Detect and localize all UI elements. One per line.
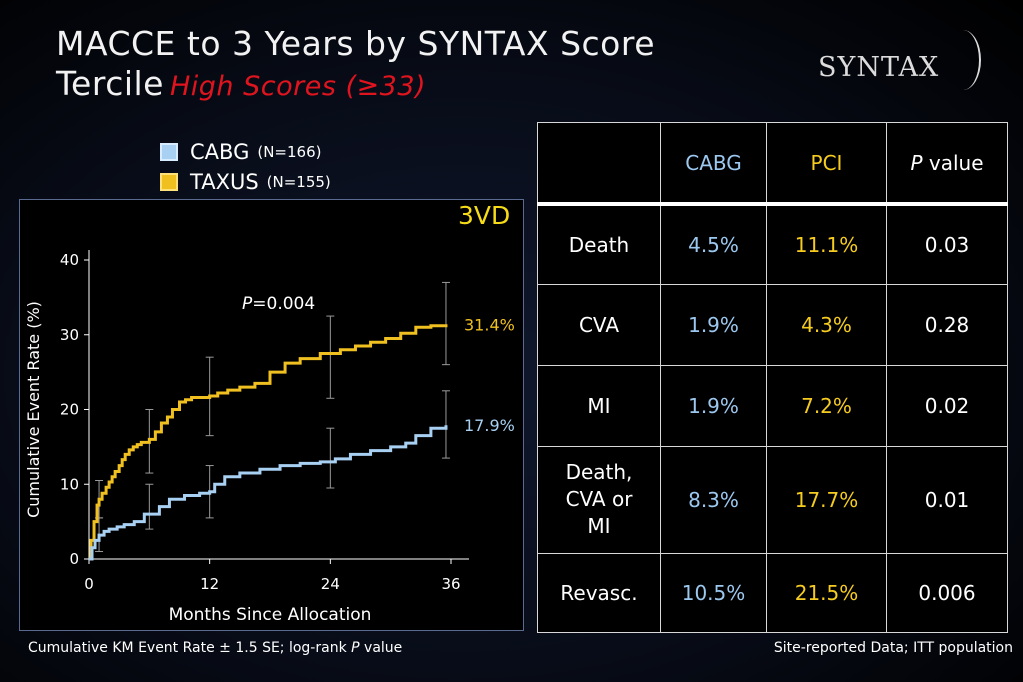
table-row: Death, CVA or MI 8.3% 17.7% 0.01 xyxy=(537,445,1008,554)
y-tick-label: 10 xyxy=(60,475,79,493)
y-tick-label: 40 xyxy=(60,251,79,269)
x-tick-label: 0 xyxy=(84,575,94,593)
row-label-line: Death, xyxy=(565,460,633,484)
p-value: 0.006 xyxy=(886,552,1008,633)
pci-value: 11.1% xyxy=(766,203,887,285)
header-pci: PCI xyxy=(766,122,887,206)
x-tick-label: 36 xyxy=(441,575,460,593)
syntax-logo: SYNTAX xyxy=(818,52,940,83)
chart-panel: 0 10 20 30 40 0 12 24 36 Months Since Allocation C… xyxy=(19,199,524,631)
legend-item-taxus: TAXUS (N=155) xyxy=(160,167,331,197)
cabg-value: 8.3% xyxy=(660,445,767,554)
row-label-line: CVA or xyxy=(565,487,633,511)
title-tercile: Tercile xyxy=(56,64,164,103)
p-value-annotation: P=0.004 xyxy=(242,294,315,314)
series-line-taxus xyxy=(89,324,448,561)
footer-note-b: value xyxy=(359,640,403,656)
footer-note-a: Cumulative KM Event Rate ± 1.5 SE; log-r… xyxy=(28,640,352,656)
row-label: MI xyxy=(537,364,661,447)
p-value: 0.03 xyxy=(886,203,1008,285)
footer-note: Cumulative KM Event Rate ± 1.5 SE; log-r… xyxy=(28,640,402,656)
y-axis-label: Cumulative Event Rate (%) xyxy=(24,301,43,518)
cabg-value: 10.5% xyxy=(660,552,767,633)
header-blank xyxy=(537,122,661,206)
table-row: MI 1.9% 7.2% 0.02 xyxy=(537,364,1008,447)
logo-arc-icon xyxy=(945,30,981,90)
table-row: Revasc. 10.5% 21.5% 0.006 xyxy=(537,552,1008,633)
table-row: CVA 1.9% 4.3% 0.28 xyxy=(537,283,1008,366)
pci-value: 17.7% xyxy=(766,445,887,554)
legend-label-cabg: CABG xyxy=(190,140,250,164)
header-cabg: CABG xyxy=(660,122,767,206)
cabg-value: 1.9% xyxy=(660,364,767,447)
header-p-value: P value xyxy=(886,122,1008,206)
pci-value: 4.3% xyxy=(766,283,887,366)
table-row: Death 4.5% 11.1% 0.03 xyxy=(537,203,1008,285)
p-value: 0.02 xyxy=(886,364,1008,447)
km-chart: 0 10 20 30 40 0 12 24 36 Months Since Allocation C… xyxy=(24,250,515,625)
end-label-cabg: 17.9% xyxy=(464,416,515,435)
table-header-row: CABG PCI P value xyxy=(537,122,1008,206)
x-axis-label: Months Since Allocation xyxy=(169,605,372,625)
x-tick-label: 12 xyxy=(200,575,219,593)
results-table: CABG PCI P value Death 4.5% 11.1% 0.03 C… xyxy=(537,122,1008,633)
y-tick-label: 30 xyxy=(60,326,79,344)
cabg-swatch-icon xyxy=(160,143,178,161)
legend-n-cabg: (N=166) xyxy=(257,143,322,161)
p-value: 0.01 xyxy=(886,445,1008,554)
header-p-italic: P xyxy=(910,150,923,175)
series-line-cabg xyxy=(89,425,448,561)
footer-note-italic: P xyxy=(351,640,360,656)
cabg-value: 1.9% xyxy=(660,283,767,366)
cabg-value: 4.5% xyxy=(660,203,767,285)
y-tick-label: 20 xyxy=(60,401,79,419)
row-label-line: MI xyxy=(587,514,611,538)
legend-label-taxus: TAXUS xyxy=(190,170,259,194)
vessel-tag-3vd: 3VD xyxy=(458,201,511,230)
row-label: CVA xyxy=(537,283,661,366)
slide-title-line2: Tercile High Scores (≥33) xyxy=(56,64,426,103)
legend-n-taxus: (N=155) xyxy=(266,173,331,191)
row-label: Death xyxy=(537,203,661,285)
end-label-taxus: 31.4% xyxy=(464,315,515,334)
slide-subtitle: High Scores (≥33) xyxy=(169,71,427,102)
slide-title: MACCE to 3 Years by SYNTAX Score xyxy=(56,24,655,63)
taxus-swatch-icon xyxy=(160,173,178,191)
x-tick-label: 24 xyxy=(321,575,340,593)
pci-value: 21.5% xyxy=(766,552,887,633)
chart-legend: CABG (N=166) TAXUS (N=155) xyxy=(160,137,331,197)
row-label: Revasc. xyxy=(537,552,661,633)
pci-value: 7.2% xyxy=(766,364,887,447)
footer-source: Site-reported Data; ITT population xyxy=(773,640,1013,656)
y-tick-label: 0 xyxy=(69,550,79,568)
p-value: 0.28 xyxy=(886,283,1008,366)
header-p-rest: value xyxy=(922,150,984,175)
legend-item-cabg: CABG (N=166) xyxy=(160,137,331,167)
row-label: Death, CVA or MI xyxy=(537,445,661,554)
